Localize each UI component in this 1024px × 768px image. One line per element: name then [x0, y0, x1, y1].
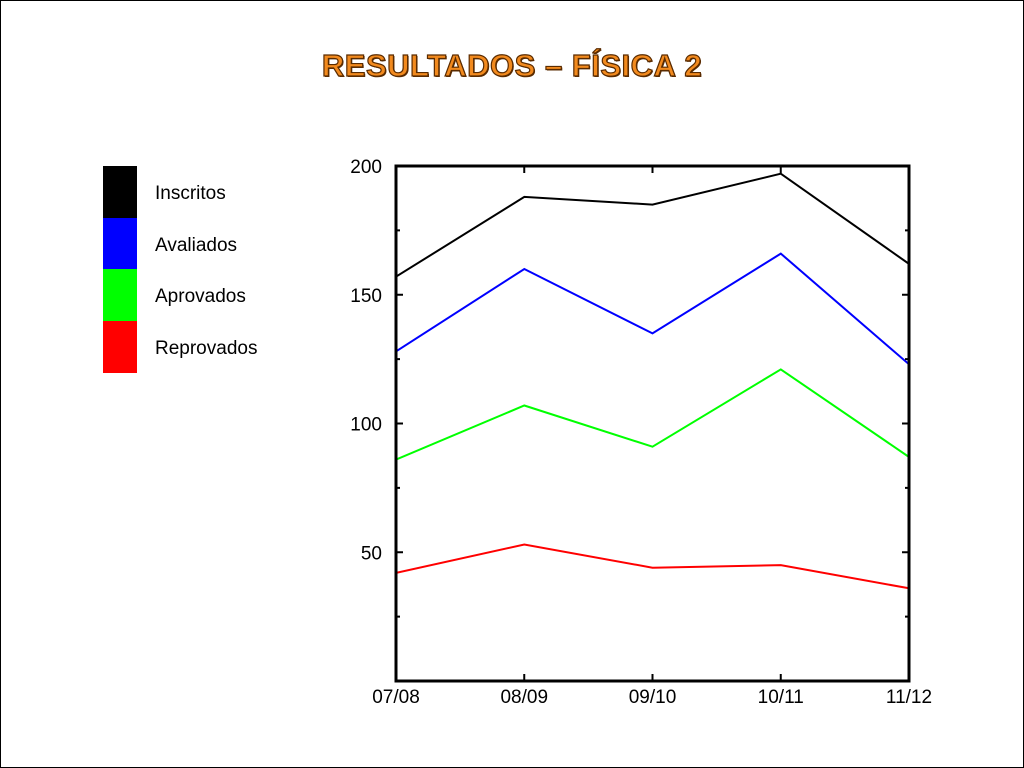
legend-swatch-reprovados: [103, 320, 137, 373]
y-tick-label-200: 200: [350, 157, 382, 178]
legend-label-avaliados: Avaliados: [155, 234, 238, 256]
y-tick-label-50: 50: [361, 543, 382, 564]
series-line-avaliados: [396, 252, 909, 366]
legend-swatch-inscritos: [103, 166, 137, 218]
legend-swatch-aprovados: [103, 269, 137, 321]
series-line-aprovados: [396, 368, 909, 461]
legend-label-aprovados: Aprovados: [155, 286, 246, 307]
y-tick-label-150: 150: [350, 286, 382, 307]
x-tick-label-0: 07/08: [372, 687, 420, 708]
series-line-inscritos: [396, 172, 909, 278]
series-line-reprovados: [396, 543, 909, 590]
legend-label-inscritos: Inscritos: [155, 183, 226, 204]
x-tick-label-4: 11/12: [886, 687, 932, 708]
slide-title: RESULTADOS – FÍSICA 2: [321, 47, 703, 83]
x-tick-label-2: 09/10: [629, 687, 677, 708]
plot-frame: [394, 164, 911, 683]
legend-swatch-avaliados: [103, 217, 137, 270]
x-tick-label-1: 08/09: [500, 687, 548, 708]
legend-label-reprovados: Reprovados: [155, 337, 258, 359]
x-tick-label-3: 10/11: [758, 687, 804, 708]
y-tick-label-100: 100: [350, 415, 382, 436]
